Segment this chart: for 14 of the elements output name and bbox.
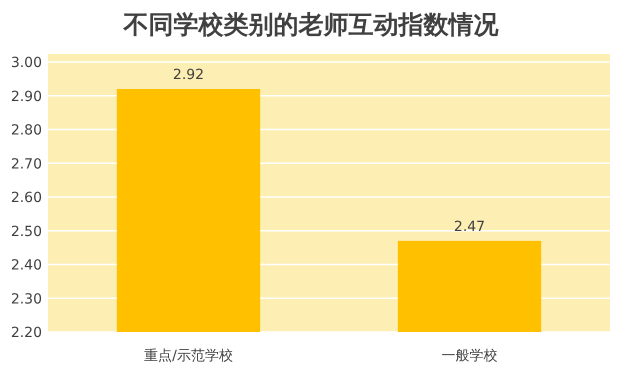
y-tick-label: 2.80 [10, 122, 42, 138]
y-tick-label: 2.90 [10, 88, 42, 105]
y-tick-label: 2.60 [10, 190, 42, 206]
y-tick-label: 2.40 [10, 258, 42, 274]
x-tick-label: 重点/示范学校 [144, 348, 233, 364]
data-label: 2.47 [454, 218, 486, 235]
y-tick-label: 3.00 [10, 55, 42, 71]
chart-title: 不同学校类别的老师互动指数情况 [122, 10, 500, 39]
y-tick-label: 2.20 [10, 325, 42, 341]
y-tick-label: 2.70 [10, 156, 42, 172]
x-tick-label: 一般学校 [442, 348, 498, 364]
y-tick-label: 2.30 [10, 291, 42, 308]
data-label: 2.92 [172, 67, 204, 83]
y-tick-label: 2.50 [10, 224, 42, 240]
